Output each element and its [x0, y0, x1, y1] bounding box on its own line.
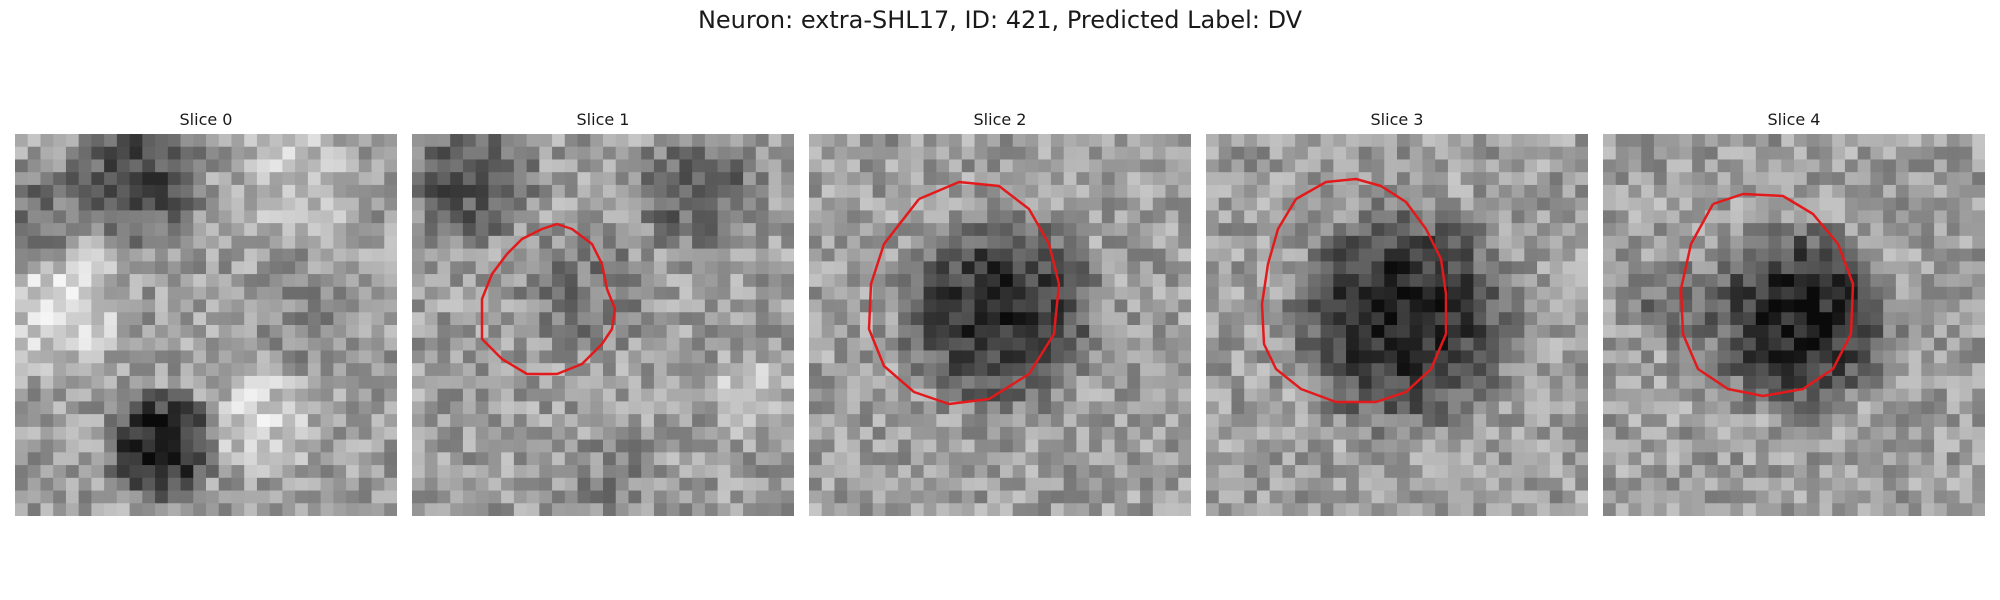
segmentation-contour — [1679, 192, 1855, 398]
figure-title: Neuron: extra-SHL17, ID: 421, Predicted … — [697, 6, 1303, 34]
slice-image — [412, 134, 794, 516]
segmentation-contour — [867, 180, 1061, 406]
slice-title: Slice 0 — [179, 110, 233, 129]
slice-title: Slice 3 — [1370, 110, 1424, 129]
segmentation-contour — [480, 222, 617, 376]
slice-title: Slice 1 — [576, 110, 630, 129]
slice-title: Slice 2 — [973, 110, 1027, 129]
slice-image — [809, 134, 1191, 516]
slice-title: Slice 4 — [1767, 110, 1821, 129]
slice-image — [1206, 134, 1588, 516]
slice-image — [1603, 134, 1985, 516]
slice-image — [15, 134, 397, 516]
segmentation-contour — [1260, 177, 1448, 404]
